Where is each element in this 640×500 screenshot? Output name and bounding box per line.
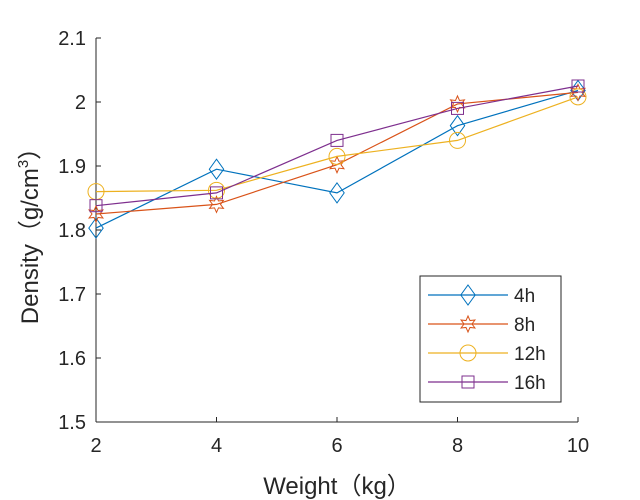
marker-diamond (449, 114, 466, 137)
marker-hexagram (449, 94, 466, 114)
legend-item-12h: 12h (428, 344, 546, 365)
marker-hexagram (459, 314, 477, 334)
marker-circle (459, 344, 477, 362)
legend-label: 8h (514, 315, 535, 336)
series-16h (89, 79, 585, 213)
y-axis-title-close: ） (17, 136, 44, 160)
legend-box (419, 275, 562, 403)
x-axis-title: Weight（kg） (263, 473, 411, 500)
marker-diamond (208, 158, 225, 181)
marker-circle (569, 88, 587, 106)
series-line (95, 89, 579, 229)
marker-hexagram (208, 195, 225, 214)
x-tick-label: 4 (211, 435, 222, 457)
legend-item-8h: 8h (428, 314, 535, 336)
marker-diamond (329, 182, 345, 204)
marker-hexagram (569, 83, 587, 102)
marker-circle (449, 131, 466, 149)
y-tick-label: 1.8 (58, 220, 86, 242)
y-axis-title: Density（g/cm3） (15, 136, 44, 324)
marker-square (451, 101, 464, 115)
marker-diamond (88, 217, 104, 239)
y-tick-label: 1.9 (58, 156, 86, 178)
series-lines (87, 79, 587, 239)
marker-square (461, 375, 475, 389)
legend-label: 4h (514, 286, 535, 307)
legend-item-4h: 4h (428, 284, 535, 307)
marker-square (571, 79, 585, 93)
x-tick-label: 6 (331, 435, 342, 457)
legend-label: 16h (514, 373, 546, 394)
y-tick-label: 2 (75, 92, 86, 114)
marker-circle (208, 181, 225, 199)
series-line (95, 85, 579, 207)
series-4h (88, 79, 586, 239)
y-tick-label: 1.7 (58, 284, 86, 306)
axes: 2 4 6 8 10 1.5 1.6 1.7 1.8 1.9 2 2.1 Weight（kg） Densi… (15, 28, 589, 500)
x-tick-label: 2 (90, 435, 101, 457)
legend-item-16h: 16h (428, 373, 546, 394)
marker-square (210, 186, 223, 200)
marker-square (330, 133, 344, 147)
series-line (95, 96, 579, 193)
y-axis-title-superscript: 3 (15, 160, 32, 168)
y-axis-title-main: Density（g/cm (17, 168, 44, 324)
legend-label: 12h (514, 344, 546, 365)
marker-square (89, 199, 103, 213)
legend: 4h 8h 12h 16h (419, 275, 562, 403)
y-tick-label: 1.5 (58, 412, 86, 434)
marker-hexagram (87, 204, 105, 224)
marker-diamond (460, 284, 476, 306)
marker-circle (328, 147, 346, 165)
x-tick-label: 8 (452, 435, 463, 457)
x-tick-label: 10 (567, 435, 589, 457)
series-8h (87, 83, 587, 224)
y-tick-label: 2.1 (58, 28, 86, 50)
series-line (95, 91, 579, 215)
y-tick-label: 1.6 (58, 348, 86, 370)
